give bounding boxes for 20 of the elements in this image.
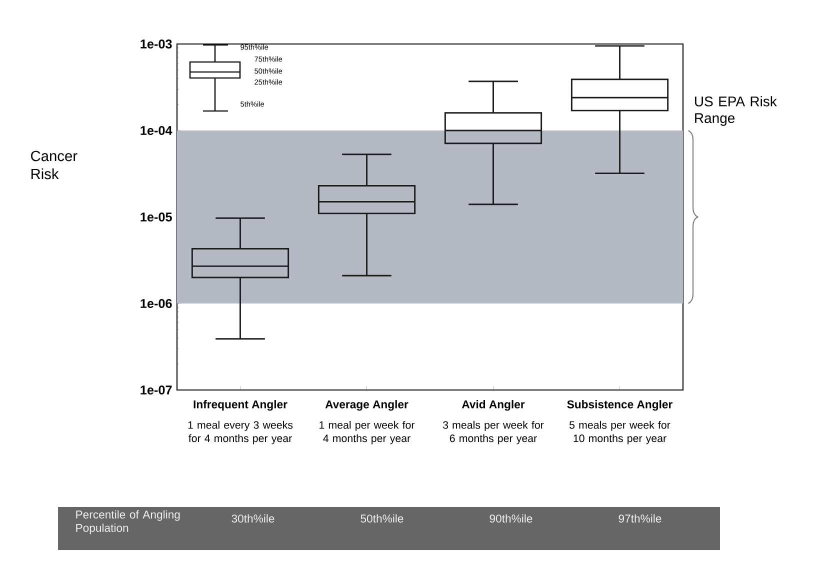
text: 1 meal every 3 weeks for 4 months per year xyxy=(188,420,293,444)
text: 1 meal per week for 4 months per year xyxy=(320,420,415,444)
band-label: US EPA Risk Range xyxy=(695,96,777,126)
y-tick-label: 1e-06 xyxy=(140,299,172,308)
x-tick-label: Infrequent Angler xyxy=(194,400,288,411)
x-tick-label: Subsistence Angler xyxy=(567,400,672,411)
text: 5 meals per week for 10 months per year xyxy=(569,420,670,444)
text: 30th%ile xyxy=(232,514,274,523)
text: Percentile of Angling Population xyxy=(76,510,180,534)
text: Cancer Risk xyxy=(31,150,78,180)
text: 3 meals per week for 6 months per year xyxy=(442,420,544,444)
text: 97th%ile xyxy=(618,514,662,523)
x-tick-label: Avid Angler xyxy=(462,400,525,411)
y-tick-label: 1e-04 xyxy=(140,126,172,135)
y-tick-label: 1e-07 xyxy=(140,386,172,394)
y-tick-label: 1e-05 xyxy=(140,212,172,222)
x-tick-label: Average Angler xyxy=(325,400,408,411)
y-tick-label: 1e-03 xyxy=(140,40,172,48)
text: 90th%ile xyxy=(490,514,532,523)
text: 50th%ile xyxy=(360,514,404,523)
